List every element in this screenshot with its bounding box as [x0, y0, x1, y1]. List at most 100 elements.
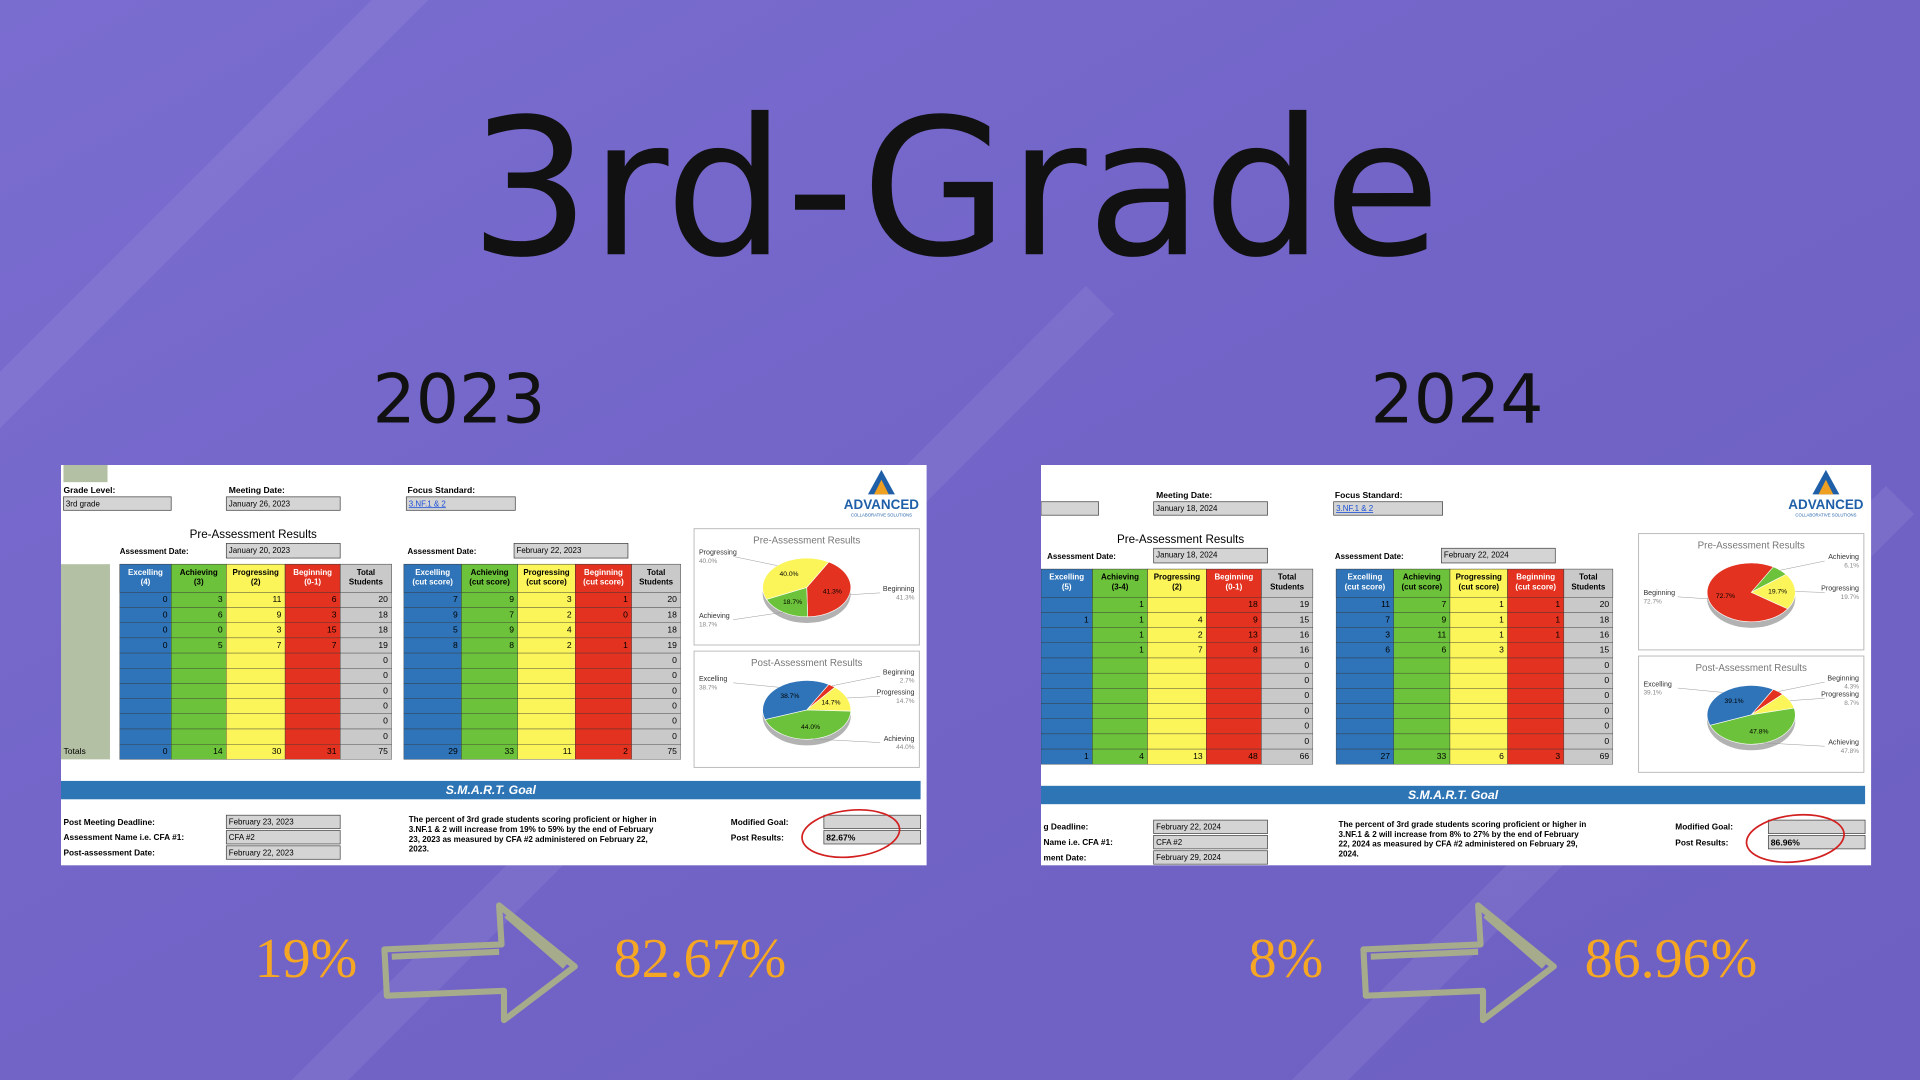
cell-value: 3 [1385, 629, 1390, 639]
table-cell [284, 683, 341, 699]
table-cell [1206, 733, 1262, 750]
pie-slice [1706, 562, 1789, 623]
cell-value: 8 [509, 640, 514, 650]
table-cell [171, 698, 227, 715]
header-cell [1393, 568, 1451, 598]
table-cell [171, 728, 227, 745]
column-header: Total [1579, 573, 1597, 582]
slice-label: 38.7% [780, 693, 799, 700]
field-label: Meeting Date: [1156, 490, 1212, 500]
table-cell [1206, 657, 1262, 674]
cell-value: 11 [1381, 599, 1390, 609]
cell-value: 11 [563, 746, 572, 756]
slice-label: 18.7% [783, 599, 802, 606]
cell-value: 1 [1555, 599, 1560, 609]
cell-value: 7 [509, 609, 514, 619]
cell-value: 0 [1604, 675, 1609, 685]
field-label: Assessment Date: [1047, 552, 1116, 561]
focus-link: 3.NF.1 & 2 [1336, 504, 1374, 513]
table-cell [517, 683, 576, 699]
field-box [1153, 835, 1268, 850]
focus-link: 3.NF.1 & 2 [409, 499, 447, 508]
field-box [823, 830, 921, 845]
field-label: Focus Standard: [1335, 490, 1403, 500]
table-cell [461, 698, 518, 715]
cell-value: 13 [1193, 751, 1203, 761]
cell-value: 1 [1139, 645, 1144, 655]
column-header: (0-1) [1225, 583, 1242, 592]
cell-value: 9 [1253, 614, 1258, 624]
cell-value: 5 [218, 640, 223, 650]
column-header: Excelling [1347, 573, 1382, 582]
leader-line [1778, 681, 1825, 692]
cell-value: 1 [623, 640, 628, 650]
header-cell [1449, 568, 1508, 598]
leader-line [1764, 742, 1825, 747]
slice-percent: 14.7% [896, 698, 915, 705]
column-header: (cut score) [469, 578, 510, 587]
table-cell [1335, 672, 1394, 689]
leader-line [849, 592, 881, 595]
column-header: Progressing [233, 568, 279, 577]
cell-value: 0 [672, 670, 677, 680]
field-box [1767, 819, 1866, 834]
table-cell [1206, 703, 1262, 719]
cell-value: 8 [1253, 645, 1258, 655]
cell-value: 30 [272, 746, 282, 756]
table-cell [1041, 672, 1093, 689]
slice-percent: 18.7% [699, 621, 718, 628]
table-cell [1041, 733, 1093, 750]
cell-value: 4 [1198, 614, 1203, 624]
cell-value: 20 [1600, 599, 1610, 609]
table-cell [1147, 688, 1207, 704]
column-header: (2) [251, 578, 261, 587]
cell-value: 0 [672, 700, 677, 710]
cell-value: 69 [1600, 751, 1610, 761]
field-box [1153, 501, 1268, 516]
field-value: February 22, 2024 [1156, 823, 1221, 832]
chart-title: Post-Assessment Results [1695, 663, 1807, 674]
table-cell [119, 728, 172, 745]
table-cell [403, 698, 462, 715]
header-cell [1041, 568, 1093, 598]
pie-slice [762, 557, 830, 600]
header-swatch [63, 465, 108, 483]
table-cell [1092, 733, 1148, 750]
logo-subtext: COLLABORATIVE SOLUTIONS [851, 512, 912, 517]
table-cell [403, 728, 462, 745]
results-value: 86.96% [1771, 838, 1800, 848]
slice-label: 44.0% [801, 724, 820, 731]
cell-value: 1 [1555, 614, 1560, 624]
field-value: 3rd grade [66, 499, 101, 508]
header-cell [284, 563, 341, 593]
column-header: (3-4) [1112, 583, 1129, 592]
field-box [225, 814, 341, 830]
row-label-column [61, 564, 110, 760]
column-header: Beginning [1214, 573, 1253, 582]
field-box [225, 543, 341, 559]
cell-value: 0 [383, 655, 388, 665]
table-cell [403, 683, 462, 699]
arrow [381, 902, 578, 1024]
slice-name: Progressing [1821, 691, 1859, 699]
header-cell [170, 563, 227, 593]
table-cell [461, 668, 518, 684]
year-label: 2023 [372, 361, 545, 440]
slice-label: 39.1% [1725, 698, 1744, 705]
field-label: Post-assessment Date: [63, 847, 154, 857]
field-box [1767, 835, 1866, 850]
table-cell [1041, 688, 1093, 704]
slice-name: Beginning [1827, 674, 1859, 682]
smart-title: S.M.A.R.T. Goal [1408, 788, 1499, 802]
cell-value: 20 [378, 594, 388, 604]
table-cell [1041, 657, 1093, 674]
cell-value: 0 [1304, 721, 1309, 731]
chart-title: Post-Assessment Results [751, 658, 863, 669]
field-box [1441, 547, 1556, 564]
table-cell [1092, 657, 1148, 674]
cell-value: 66 [1300, 751, 1310, 761]
table-cell [1092, 718, 1148, 735]
cell-value: 18 [667, 625, 677, 635]
header-cell [1206, 568, 1262, 598]
field-value: CFA #2 [229, 833, 256, 842]
